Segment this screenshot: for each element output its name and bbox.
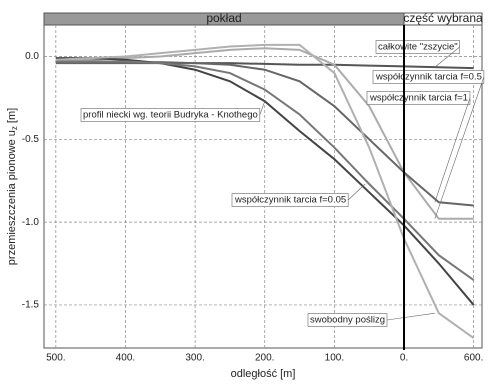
series-label: swobodny poślizg <box>310 315 385 326</box>
x-tick-label: 300. <box>185 353 204 364</box>
x-tick-label: 500. <box>46 353 65 364</box>
zone-bar <box>403 12 483 26</box>
x-axis-title: odległość [m] <box>231 368 296 380</box>
y-axis-title: przemieszczenia pionowe uz [m] <box>6 108 19 265</box>
label-box <box>80 108 261 122</box>
leader-line <box>386 312 435 321</box>
x-tick-label: 200. <box>255 353 274 364</box>
y-axis-title-text: przemieszczenia pionowe u <box>6 130 18 265</box>
label-box <box>307 313 388 327</box>
leader-line <box>259 101 266 116</box>
y-tick-label: -1.0 <box>22 217 40 228</box>
y-tick-label: 0.0 <box>25 51 39 62</box>
x-tick-label: 100. <box>325 353 344 364</box>
zone-label: pokład <box>206 11 241 25</box>
y-tick-label: -0.5 <box>22 134 40 145</box>
leader-line <box>434 97 471 203</box>
y-axis-title-unit: [m] <box>6 108 18 123</box>
series-label: współczynnik tarcia f=0.05 <box>234 195 346 206</box>
label-box <box>231 193 349 207</box>
series-label: współczynnik tarcia f=0.5 <box>375 72 482 83</box>
series-label: profil niecki wg. teorii Budryka - Knoth… <box>83 110 258 121</box>
y-axis-title-sub: z <box>10 126 19 130</box>
leader-line <box>434 76 485 219</box>
series-label: całkowite "zszycie" <box>378 42 458 53</box>
leader-line <box>347 183 366 201</box>
x-tick-label: 600. <box>464 353 483 364</box>
y-tick-label: -1.5 <box>22 300 40 311</box>
x-tick-label: 0. <box>400 353 408 364</box>
zone-label: część wybrana <box>403 11 483 25</box>
x-tick-label: 400. <box>116 353 135 364</box>
series-label: współczynnik tarcia f=1 <box>369 93 468 104</box>
leader-line <box>434 46 460 68</box>
